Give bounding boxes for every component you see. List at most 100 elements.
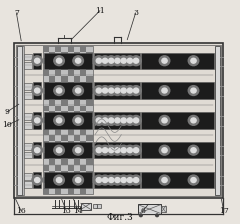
Circle shape [133, 148, 139, 153]
Circle shape [76, 118, 81, 123]
Circle shape [133, 118, 139, 123]
Circle shape [102, 118, 108, 123]
Bar [24, 181, 32, 188]
Bar [49, 183, 55, 188]
Circle shape [54, 56, 64, 66]
Bar [68, 94, 74, 100]
Bar [86, 135, 93, 141]
Bar [33, 142, 41, 158]
Circle shape [54, 145, 64, 155]
Circle shape [102, 58, 108, 63]
Bar [61, 171, 68, 177]
Circle shape [112, 56, 123, 66]
Bar [33, 112, 41, 129]
Bar [49, 135, 55, 141]
Circle shape [191, 58, 196, 63]
Circle shape [121, 118, 126, 123]
Circle shape [76, 88, 81, 93]
Circle shape [76, 58, 81, 63]
Bar [43, 165, 49, 171]
Circle shape [56, 58, 62, 63]
Bar [33, 52, 41, 69]
Bar [74, 112, 80, 117]
Bar [74, 135, 80, 141]
Bar [49, 112, 55, 117]
Bar [24, 62, 32, 69]
Bar [86, 52, 93, 58]
Bar [24, 54, 32, 60]
Bar [14, 43, 223, 198]
Circle shape [127, 178, 132, 183]
Bar [43, 141, 49, 147]
Circle shape [115, 178, 120, 183]
Bar [68, 82, 74, 88]
Bar [55, 165, 61, 171]
Bar [74, 171, 80, 177]
Circle shape [96, 178, 102, 183]
Circle shape [102, 178, 108, 183]
Bar [74, 52, 80, 58]
Circle shape [35, 148, 40, 153]
Circle shape [118, 56, 129, 66]
Circle shape [54, 115, 64, 125]
Circle shape [125, 86, 135, 95]
Circle shape [76, 148, 81, 153]
Circle shape [115, 148, 120, 153]
Bar [74, 64, 80, 70]
Circle shape [96, 88, 102, 93]
Text: 6: 6 [140, 207, 145, 215]
Bar [49, 76, 55, 82]
Circle shape [100, 115, 110, 125]
Bar [43, 129, 49, 135]
Bar [43, 70, 49, 76]
Bar [43, 177, 49, 183]
Circle shape [131, 115, 141, 125]
Bar [61, 112, 68, 117]
Bar [74, 88, 80, 94]
Bar [81, 203, 91, 209]
Bar [61, 64, 68, 70]
Bar [33, 172, 41, 188]
Circle shape [159, 115, 170, 125]
Bar [86, 112, 93, 117]
Text: 10: 10 [2, 121, 12, 129]
Bar [55, 141, 61, 147]
Circle shape [121, 88, 126, 93]
Circle shape [112, 86, 123, 95]
Bar [33, 82, 41, 99]
Circle shape [109, 118, 114, 123]
Circle shape [131, 86, 141, 95]
Text: 11: 11 [95, 7, 105, 15]
Bar [61, 159, 68, 165]
Circle shape [112, 115, 123, 125]
Circle shape [125, 145, 135, 155]
Bar [80, 153, 86, 159]
Bar [44, 82, 91, 99]
Text: 7: 7 [14, 9, 19, 17]
Bar [74, 100, 80, 106]
Bar [43, 58, 49, 64]
Circle shape [96, 148, 102, 153]
Circle shape [76, 178, 81, 183]
Bar [94, 52, 140, 69]
Circle shape [106, 115, 116, 125]
Circle shape [125, 115, 135, 125]
Bar [80, 70, 86, 76]
Circle shape [125, 175, 135, 185]
Bar [80, 94, 86, 100]
Circle shape [32, 175, 42, 185]
Circle shape [100, 175, 110, 185]
Bar [61, 100, 68, 106]
Bar [68, 58, 74, 64]
Bar [43, 117, 49, 123]
Circle shape [191, 178, 196, 183]
Circle shape [121, 148, 126, 153]
Bar [55, 117, 61, 123]
Circle shape [54, 175, 64, 185]
Circle shape [56, 88, 62, 93]
Bar [80, 177, 86, 183]
Bar [86, 88, 93, 94]
Circle shape [112, 175, 123, 185]
Circle shape [56, 178, 62, 183]
Circle shape [191, 148, 196, 153]
